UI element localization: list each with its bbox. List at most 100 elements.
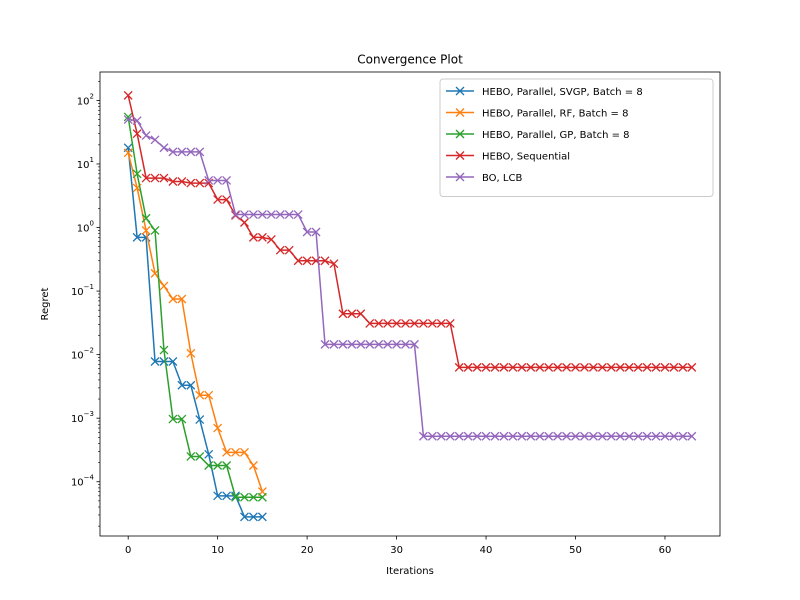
data-point: [159, 357, 169, 366]
data-point: [150, 357, 160, 366]
data-point: [463, 431, 473, 441]
data-point: [445, 431, 455, 441]
data-point: [365, 318, 375, 328]
data-point: [293, 256, 303, 266]
data-point: [687, 362, 697, 372]
data-point: [427, 318, 437, 328]
data-point: [159, 173, 169, 183]
data-point: [338, 339, 348, 349]
data-point: [177, 380, 187, 390]
data-point: [141, 225, 151, 235]
data-point: [606, 362, 616, 372]
data-point: [544, 431, 554, 441]
legend-item: BO, LCB: [446, 172, 522, 184]
data-point: [257, 210, 267, 220]
data-point: [553, 431, 563, 441]
legend-label: HEBO, Parallel, SVGP, Batch = 8: [482, 87, 643, 98]
data-point: [383, 318, 393, 328]
data-point: [159, 345, 169, 355]
data-point: [678, 431, 688, 441]
data-point: [526, 362, 536, 372]
data-point: [642, 431, 652, 441]
data-point: [141, 173, 151, 183]
data-point: [633, 362, 643, 372]
data-point: [195, 147, 205, 157]
data-point: [553, 362, 563, 372]
data-point: [499, 431, 509, 441]
data-point: [481, 431, 491, 441]
data-point: [472, 362, 482, 372]
data-point: [168, 357, 178, 366]
legend-label: BO, LCB: [482, 173, 522, 184]
data-point: [240, 447, 249, 457]
data-point: [463, 362, 473, 372]
data-point: [535, 431, 545, 441]
data-point: [490, 431, 500, 441]
data-point: [445, 318, 455, 328]
data-point: [347, 339, 357, 349]
data-point: [320, 256, 330, 266]
data-point: [302, 256, 312, 266]
y-tick-label: 101: [77, 156, 94, 171]
legend-box: [439, 78, 714, 197]
data-point: [410, 339, 419, 349]
data-point: [374, 339, 384, 349]
data-point: [168, 414, 178, 424]
data-point: [123, 90, 133, 100]
data-point: [141, 131, 151, 141]
data-point: [248, 461, 258, 470]
data-point: [204, 390, 214, 400]
data-point: [213, 176, 223, 185]
data-point: [401, 318, 410, 328]
data-point: [123, 115, 133, 125]
data-point: [490, 362, 500, 372]
data-point: [329, 259, 339, 269]
data-point: [213, 491, 223, 501]
data-point: [248, 492, 258, 502]
data-point: [293, 210, 303, 220]
y-tick-label: 10−2: [71, 347, 94, 362]
data-point: [195, 178, 205, 188]
y-tick-label: 10−3: [71, 410, 94, 425]
data-point: [392, 318, 402, 328]
data-point: [231, 210, 241, 220]
data-point: [186, 451, 196, 461]
data-point: [669, 431, 679, 441]
series-line: [127, 116, 263, 498]
data-point: [347, 309, 357, 319]
data-point: [454, 362, 464, 372]
data-point: [436, 431, 446, 441]
data-point: [687, 431, 697, 441]
data-point: [499, 362, 509, 372]
data-point: [222, 176, 232, 185]
data-point: [275, 245, 285, 255]
data-point: [132, 116, 142, 126]
data-point: [266, 210, 276, 220]
data-point: [606, 431, 616, 441]
legend-item: HEBO, Parallel, RF, Batch = 8: [446, 108, 628, 120]
data-point: [472, 431, 482, 441]
data-point: [517, 431, 527, 441]
data-point: [177, 147, 187, 157]
x-tick-label: 0: [125, 545, 131, 556]
data-point: [177, 414, 187, 424]
data-point: [132, 232, 142, 242]
series-line: [127, 147, 263, 518]
series-3: [123, 90, 697, 372]
series-line: [128, 118, 692, 437]
data-point: [168, 177, 178, 186]
x-tick-label: 60: [659, 545, 672, 556]
legend-label: HEBO, Sequential: [482, 152, 570, 163]
data-point: [427, 431, 437, 441]
data-point: [123, 148, 133, 158]
data-point: [222, 491, 232, 501]
data-point: [597, 431, 607, 441]
x-axis: 0 10 20 30 40 50 60: [125, 536, 671, 556]
data-point: [275, 210, 285, 220]
data-point: [222, 461, 232, 470]
data-point: [204, 461, 214, 470]
data-point: [418, 431, 428, 441]
data-point: [588, 431, 598, 441]
data-point: [257, 512, 267, 522]
